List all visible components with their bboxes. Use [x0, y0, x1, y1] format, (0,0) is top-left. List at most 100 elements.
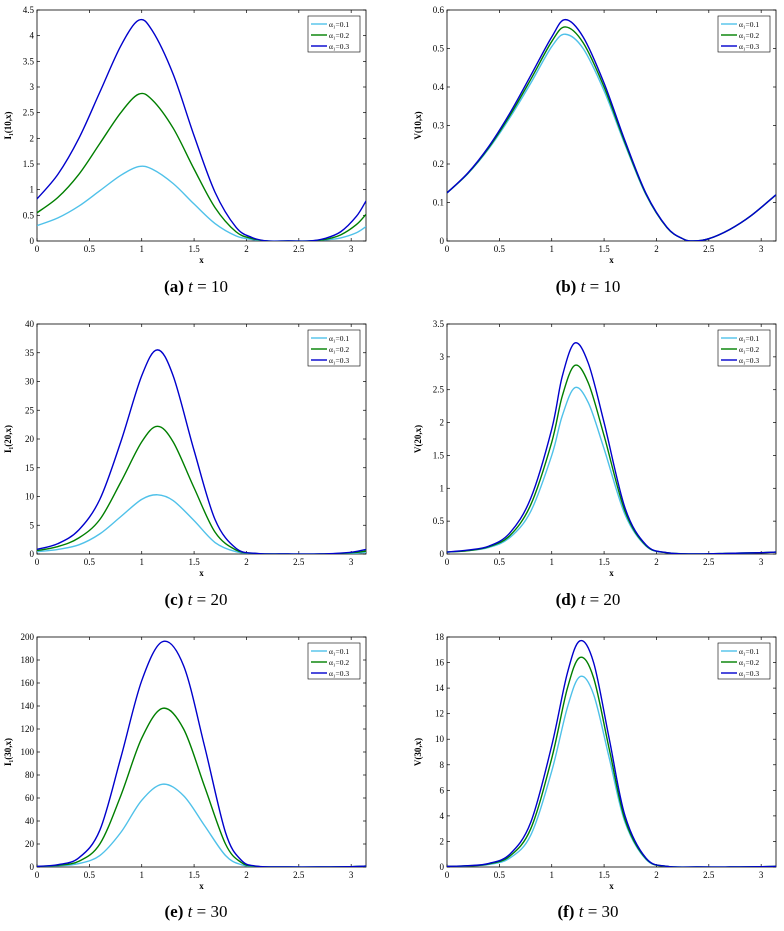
- x-tick-label: 2.5: [293, 870, 305, 880]
- y-tick-label: 140: [21, 701, 35, 711]
- series-line-3: [447, 18, 776, 241]
- legend-entry: α₁=0.1: [739, 334, 759, 343]
- legend-entry: α₁=0.1: [739, 647, 759, 656]
- legend-entry: α₁=0.1: [739, 20, 759, 29]
- caption-variable: t: [188, 277, 193, 296]
- x-tick-label: 1.5: [598, 244, 610, 254]
- x-tick-label: 1: [139, 557, 144, 567]
- x-tick-label: 0.5: [84, 244, 96, 254]
- x-tick-label: 2: [654, 870, 659, 880]
- y-tick-label: 0: [30, 236, 35, 246]
- series-line-3: [37, 349, 366, 554]
- x-tick-label: 0.5: [494, 870, 506, 880]
- plot-frame: [446, 323, 777, 555]
- x-axis-label: x: [199, 255, 204, 265]
- legend-entry: α₁=0.2: [739, 31, 759, 40]
- x-tick-label: 2.5: [703, 244, 715, 254]
- y-tick-label: 0.6: [433, 5, 445, 15]
- y-tick-label: 0.2: [433, 159, 444, 169]
- y-tick-label: 1: [440, 483, 445, 493]
- x-tick-label: 3: [759, 870, 764, 880]
- y-tick-label: 80: [25, 770, 35, 780]
- caption-value: = 30: [587, 902, 619, 921]
- y-tick-label: 16: [435, 658, 445, 668]
- x-tick-label: 2.5: [703, 557, 715, 567]
- y-tick-label: 180: [21, 655, 35, 665]
- y-tick-label: 14: [435, 683, 445, 693]
- caption-variable: t: [580, 277, 586, 296]
- x-tick-label: 2: [244, 870, 249, 880]
- y-tick-label: 3.5: [433, 319, 445, 329]
- legend: α₁=0.1 α₁=0.2 α₁=0.3: [717, 329, 771, 367]
- y-tick-label: 1.5: [23, 159, 35, 169]
- legend-entry: α₁=0.2: [739, 658, 759, 667]
- caption-value: = 20: [589, 590, 621, 609]
- chart-f: 0 0.5 1 1.5 2 2.5 3 0 2 4 6 8 10 12 14 16 18 x V(30,x) α₁=0…: [413, 632, 777, 891]
- y-tick-label: 0.5: [433, 516, 445, 526]
- x-tick-label: 2: [244, 244, 249, 254]
- y-tick-label: 0.3: [433, 121, 445, 131]
- y-tick-label: 3.5: [23, 56, 35, 66]
- x-tick-label: 0.5: [84, 870, 96, 880]
- x-axis-label: x: [609, 881, 614, 891]
- legend: α₁=0.1 α₁=0.2 α₁=0.3: [307, 15, 361, 53]
- series-line-1: [447, 675, 776, 867]
- legend-entry: α₁=0.1: [329, 647, 349, 656]
- caption-variable: t: [578, 902, 584, 921]
- x-tick-label: 0: [445, 870, 450, 880]
- caption-label: (b): [555, 277, 577, 296]
- x-tick-label: 1.5: [598, 870, 610, 880]
- y-tick-label: 0: [440, 862, 445, 872]
- y-tick-label: 4: [440, 811, 445, 821]
- caption-label: (f): [557, 902, 575, 921]
- y-tick-label: 15: [25, 463, 35, 473]
- x-tick-label: 3: [349, 244, 354, 254]
- caption-value: = 10: [589, 277, 621, 296]
- y-tick-label: 0.1: [433, 198, 444, 208]
- x-tick-label: 1: [139, 244, 144, 254]
- x-tick-label: 0.5: [494, 244, 506, 254]
- legend-entry: α₁=0.2: [329, 31, 349, 40]
- x-tick-label: 3: [349, 557, 354, 567]
- x-tick-label: 1.5: [188, 557, 200, 567]
- caption-variable: t: [187, 590, 193, 609]
- plot-frame: [36, 9, 367, 242]
- legend: α₁=0.1 α₁=0.2 α₁=0.3: [307, 642, 361, 680]
- caption-label: (c): [164, 590, 184, 609]
- y-tick-label: 0: [440, 549, 445, 559]
- y-tick-label: 10: [435, 734, 445, 744]
- x-tick-label: 0.5: [494, 557, 506, 567]
- plot-frame: [446, 636, 777, 868]
- x-axis-label: x: [199, 568, 204, 578]
- caption-f: (f) t = 30: [392, 902, 784, 922]
- series-line-1: [37, 494, 366, 554]
- caption-variable: t: [580, 590, 586, 609]
- y-tick-label: 40: [25, 816, 35, 826]
- chart-e: 0 0.5 1 1.5 2 2.5 3 0 20 40 60 80 100 120 140 160 180 200…: [3, 632, 367, 891]
- legend-entry: α₁=0.3: [739, 356, 759, 365]
- y-tick-label: 3: [30, 82, 35, 92]
- x-tick-label: 2.5: [293, 557, 305, 567]
- caption-value: = 20: [196, 590, 228, 609]
- x-tick-label: 2: [654, 557, 659, 567]
- y-tick-label: 4: [30, 31, 35, 41]
- series-group: [37, 640, 366, 867]
- caption-b: (b) t = 10: [392, 277, 784, 297]
- x-axis-label: x: [609, 255, 614, 265]
- x-tick-label: 2.5: [703, 870, 715, 880]
- y-tick-label: 6: [440, 785, 445, 795]
- series-line-2: [447, 656, 776, 867]
- series-group: [37, 18, 366, 241]
- caption-d: (d) t = 20: [392, 590, 784, 610]
- chart-b: 0 0.5 1 1.5 2 2.5 3 0 0.1 0.2 0.3 0.4 0.5 0.6 x V(10,x)…: [413, 5, 777, 265]
- y-tick-label: 200: [21, 632, 35, 642]
- x-axis-label: x: [199, 881, 204, 891]
- chart-d: 0 0.5 1 1.5 2 2.5 3 0 0.5 1 1.5 2 2.5 3 3.5 x V(20,x) α₁=…: [413, 319, 777, 578]
- y-tick-label: 10: [25, 492, 35, 502]
- series-line-3: [37, 18, 366, 241]
- x-tick-label: 2: [654, 244, 659, 254]
- x-tick-label: 0.5: [84, 557, 96, 567]
- x-axis-label: x: [609, 568, 614, 578]
- series-group: [447, 18, 776, 241]
